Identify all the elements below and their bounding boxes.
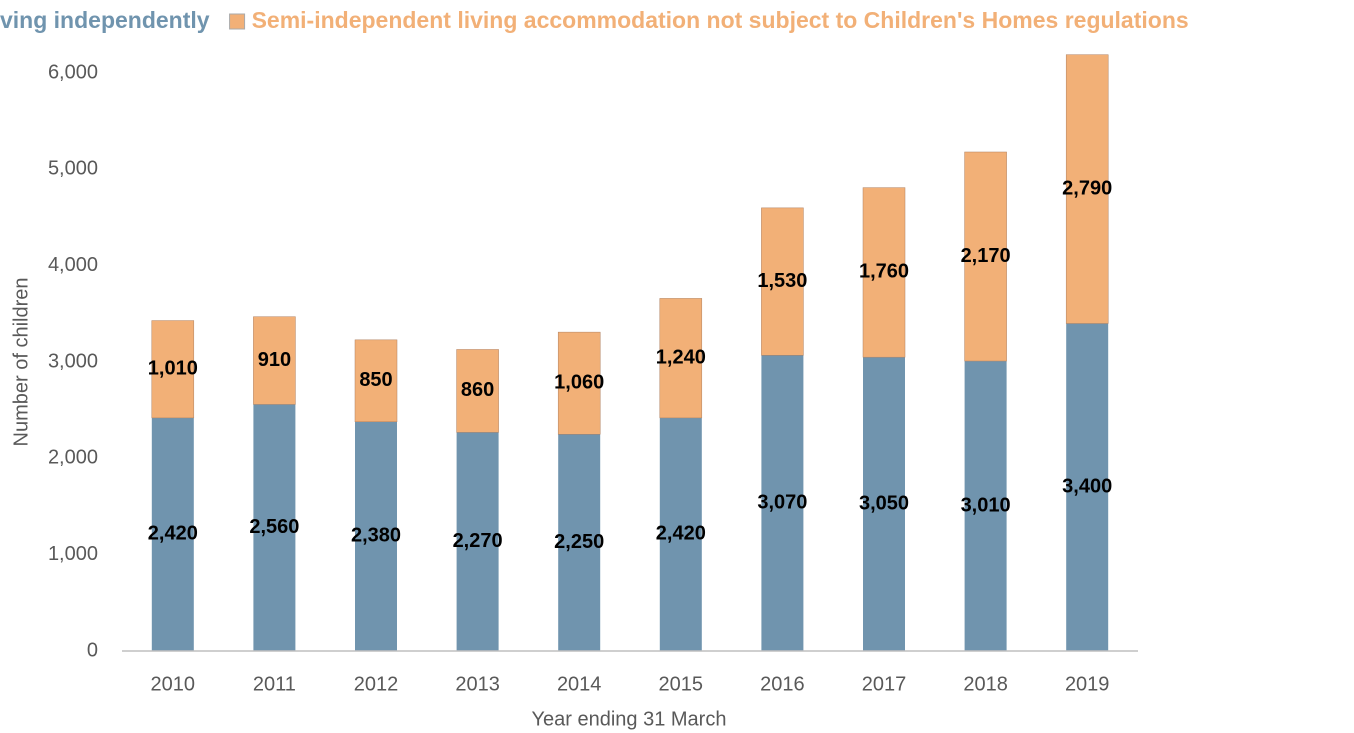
bar-segment (659, 417, 702, 651)
data-label: 860 (461, 379, 494, 401)
x-tick-label: 2017 (862, 673, 907, 695)
bar-segment (151, 320, 195, 419)
bar-segment (761, 207, 804, 356)
data-label: 2,790 (1062, 177, 1112, 199)
x-tick-label: 2014 (557, 673, 602, 695)
bar-segment (862, 187, 906, 358)
y-tick-label: 3,000 (48, 350, 98, 372)
data-label: 3,070 (757, 491, 807, 513)
bar-segment (761, 355, 804, 651)
y-tick-label: 5,000 (48, 158, 98, 180)
y-tick-label: 4,000 (48, 254, 98, 276)
data-label: 2,170 (961, 245, 1011, 267)
legend-label: ving independently (0, 7, 210, 33)
x-tick-label: 2018 (963, 673, 1008, 695)
x-tick-label: 2013 (455, 673, 500, 695)
data-label: 1,240 (656, 346, 706, 368)
legend-label: Semi-independent living accommodation no… (252, 7, 1189, 33)
x-axis-title: Year ending 31 March (532, 708, 727, 730)
bar-segment (659, 298, 703, 419)
y-axis-title: Number of children (10, 278, 32, 447)
data-label: 3,010 (961, 494, 1011, 516)
data-label: 1,010 (148, 358, 198, 380)
data-label: 1,760 (859, 261, 909, 283)
x-tick-label: 2012 (354, 673, 399, 695)
data-label: 2,420 (656, 523, 706, 545)
y-tick-label: 6,000 (48, 61, 98, 83)
y-tick-label: 0 (87, 639, 98, 661)
data-label: 850 (359, 369, 392, 391)
bar-segment (151, 417, 194, 651)
data-label: 2,250 (554, 531, 604, 553)
legend-swatch (229, 13, 246, 30)
bar-segment (253, 404, 296, 651)
data-label: 3,050 (859, 492, 909, 514)
x-tick-label: 2019 (1065, 673, 1110, 695)
x-tick-label: 2010 (151, 673, 196, 695)
bar-segment (863, 357, 905, 651)
data-label: 2,560 (249, 516, 299, 538)
bar-segment (1065, 54, 1109, 324)
bar-segment (558, 434, 601, 651)
bar-segment (354, 339, 398, 422)
x-tick-label: 2016 (760, 673, 805, 695)
data-label: 910 (258, 349, 291, 371)
x-tick-label: 2015 (659, 673, 704, 695)
data-label: 2,380 (351, 525, 401, 547)
bar-segment (456, 349, 499, 433)
data-label: 2,270 (453, 530, 503, 552)
data-label: 1,530 (757, 270, 807, 292)
bar-segment (355, 421, 397, 651)
bar-segment (964, 151, 1007, 362)
bar-segment (456, 432, 499, 651)
y-tick-label: 1,000 (48, 543, 98, 565)
y-tick-label: 2,000 (48, 447, 98, 469)
data-label: 3,400 (1062, 476, 1112, 498)
bar-segment (964, 361, 1007, 651)
data-label: 1,060 (554, 371, 604, 393)
bar-segment (1066, 323, 1109, 651)
bar-segment (253, 316, 296, 405)
data-label: 2,420 (148, 523, 198, 545)
bar-segment (557, 331, 601, 435)
x-tick-label: 2011 (253, 673, 296, 695)
